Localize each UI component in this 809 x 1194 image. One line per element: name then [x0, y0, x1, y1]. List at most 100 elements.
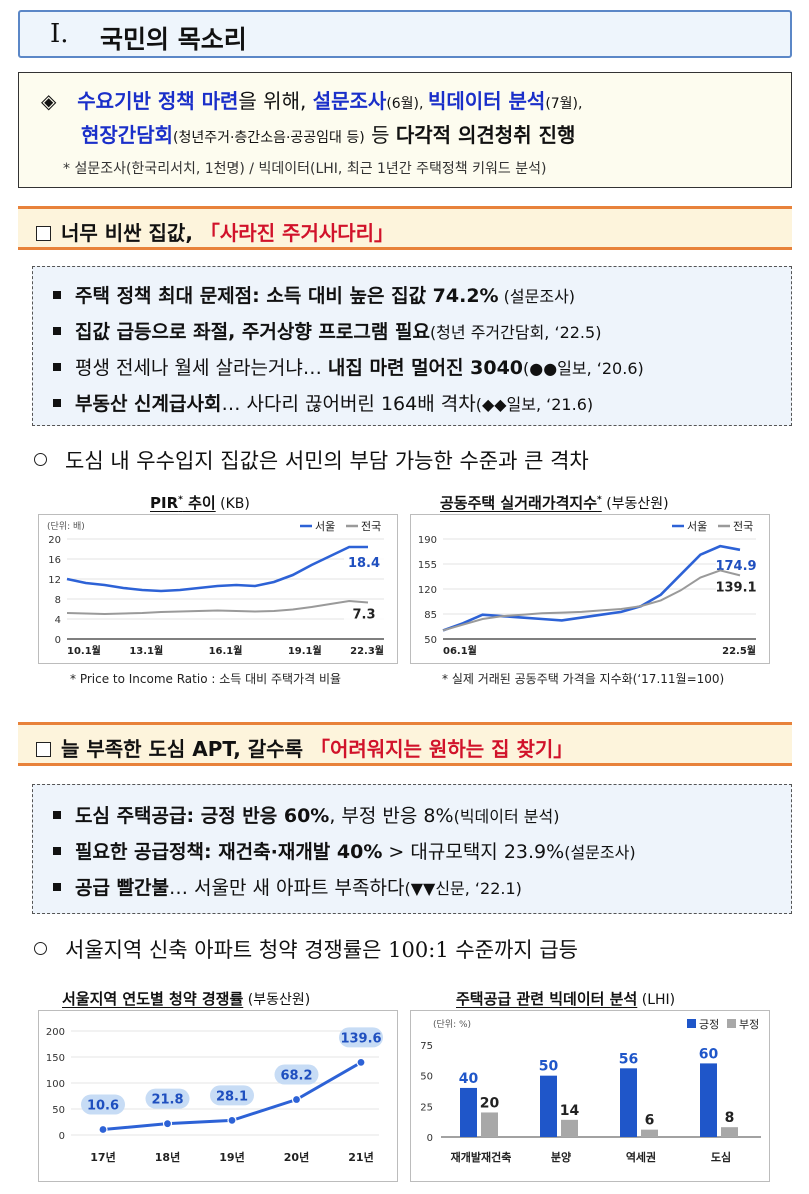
data-label-pill — [339, 1027, 383, 1048]
x-tick-label: 재개발재건축 — [451, 1150, 512, 1164]
comp-chart-title: 서울지역 연도별 청약 경쟁률 (부동산원) — [62, 990, 311, 1008]
data-label: 10.6 — [87, 1098, 119, 1113]
checkbox-square-icon — [36, 742, 51, 757]
apt-footnote: * 실제 거래된 공동주택 가격을 지수화(‘17.11월=100) — [442, 672, 725, 686]
legend-label: 전국 — [361, 520, 381, 533]
y-tick-label: 200 — [46, 1027, 65, 1038]
y-tick-label: 100 — [46, 1079, 65, 1090]
diamond-bullet: ◈ — [41, 89, 57, 113]
y-tick-label: 75 — [420, 1041, 433, 1052]
data-label: 139.6 — [340, 1031, 381, 1046]
x-tick-label: 19.1월 — [288, 645, 322, 657]
section-numeral: Ⅰ. — [50, 19, 69, 49]
data-label-pill — [210, 1085, 254, 1106]
checkbox-square-icon — [36, 226, 51, 241]
x-tick-label: 도심 — [711, 1150, 731, 1164]
square-bullet-icon — [53, 363, 61, 371]
x-tick-label: 역세권 — [626, 1150, 656, 1164]
data-label-pill — [145, 1088, 190, 1109]
y-tick-label: 150 — [46, 1053, 65, 1064]
legend-label: 긍정 — [699, 1018, 719, 1031]
summary-line-1: ◈ 수요기반 정책 마련을 위해, 설문조사(6월), 빅데이터 분석(7월), — [41, 89, 583, 113]
y-tick-label: 4 — [55, 615, 61, 626]
bar-긍정 — [700, 1063, 717, 1137]
legend-label: 서울 — [687, 520, 707, 533]
bullet-box-1: 주택 정책 최대 문제점: 소득 대비 높은 집값 74.2% (설문조사) 집… — [32, 266, 792, 426]
square-bullet-icon — [53, 399, 61, 407]
summary-box: ◈ 수요기반 정책 마련을 위해, 설문조사(6월), 빅데이터 분석(7월),… — [18, 72, 792, 188]
data-point — [98, 1124, 108, 1135]
bar-value-label: 50 — [539, 1059, 559, 1075]
end-value-label: 139.1 — [715, 580, 756, 595]
bar-긍정 — [540, 1075, 557, 1137]
data-point — [227, 1115, 237, 1125]
data-label-pill — [81, 1094, 125, 1115]
bar-value-label: 8 — [725, 1110, 735, 1126]
legend-label: 서울 — [315, 520, 335, 533]
section-title-box: Ⅰ. 국민의 목소리 — [18, 10, 792, 58]
end-label-bg — [344, 605, 384, 623]
bar-value-label: 60 — [699, 1046, 719, 1062]
y-tick-label: 85 — [424, 610, 437, 621]
y-tick-label: 8 — [55, 595, 61, 606]
bigdata-chart-frame: 0 25 50 75 (단위: %) 긍정 부정 40 20 재개발재건축 50 14 분양 56 6 역세권… — [410, 1010, 770, 1182]
bar-긍정 — [460, 1087, 477, 1137]
y-tick-label: 25 — [420, 1102, 433, 1113]
pir-chart-frame: 0 4 8 12 16 20 10.1월 13.1월 16.1월 19.1월 22.3월 (단위: 배… — [38, 514, 398, 664]
bar-부정 — [481, 1112, 498, 1137]
x-tick-label: 20년 — [284, 1150, 309, 1164]
list-item: 공급 빨간불… 서울만 새 아파트 부족하다(▼▼신문, ‘22.1) — [53, 873, 522, 900]
section-header-1: 너무 비싼 집값, 「사라진 주거사다리」 — [18, 206, 792, 250]
y-tick-label: 50 — [420, 1072, 433, 1083]
legend-swatch — [687, 1019, 696, 1028]
circle-bullet-icon — [34, 453, 47, 466]
data-label: 21.8 — [151, 1093, 183, 1108]
end-value-label: 18.4 — [348, 556, 380, 571]
x-tick-label: 22.3월 — [350, 645, 384, 657]
y-tick-label: 16 — [48, 555, 61, 566]
summary-policy: 수요기반 정책 마련 — [77, 89, 239, 113]
bar-부정 — [641, 1129, 658, 1137]
section-title: 국민의 목소리 — [100, 25, 247, 54]
series-line-전국 — [66, 599, 369, 616]
end-label-bg — [716, 556, 756, 574]
data-label: 68.2 — [280, 1069, 312, 1084]
list-item: 주택 정책 최대 문제점: 소득 대비 높은 집값 74.2% (설문조사) — [53, 281, 575, 308]
unit-label: (단위: %) — [433, 1019, 471, 1030]
square-bullet-icon — [53, 327, 61, 335]
apt-line-chart: 50 85 120 155 190 06.1월 22.5월 서울 전국 174.9 139.1 — [418, 520, 757, 657]
bigdata-chart-title: 주택공급 관련 빅데이터 분석 (LHI) — [456, 990, 676, 1008]
summary-note: * 설문조사(한국리서치, 1천명) / 빅데이터(LHI, 최근 1년간 주택… — [63, 161, 547, 177]
y-tick-label: 50 — [424, 635, 437, 646]
y-tick-label: 20 — [48, 535, 61, 546]
y-tick-label: 0 — [59, 1131, 65, 1142]
x-tick-label: 21년 — [348, 1150, 373, 1164]
data-point — [356, 1057, 366, 1068]
data-label: 28.1 — [216, 1089, 248, 1104]
x-tick-label: 10.1월 — [67, 645, 101, 657]
square-bullet-icon — [53, 291, 61, 299]
x-tick-label: 16.1월 — [209, 645, 243, 657]
legend-label: 전국 — [733, 520, 753, 533]
bullet-box-2: 도심 주택공급: 긍정 반응 60%, 부정 반응 8%(빅데이터 분석) 필요… — [32, 784, 792, 914]
apt-chart-title: 공동주택 실거래가격지수* (부동산원) — [440, 494, 669, 512]
pir-line-chart: 0 4 8 12 16 20 10.1월 13.1월 16.1월 19.1월 22.3월 (단위: 배… — [47, 520, 384, 657]
end-value-label: 174.9 — [715, 559, 756, 574]
bar-value-label: 56 — [619, 1051, 638, 1067]
y-tick-label: 0 — [427, 1133, 433, 1144]
pir-footnote: * Price to Income Ratio : 소득 대비 주택가격 비율 — [70, 672, 342, 686]
y-tick-label: 155 — [418, 560, 437, 571]
bar-value-label: 14 — [560, 1103, 580, 1119]
y-tick-label: 190 — [418, 535, 437, 546]
x-tick-label: 13.1월 — [129, 645, 163, 657]
x-tick-label: 분양 — [551, 1150, 571, 1164]
bar-부정 — [721, 1127, 738, 1137]
series-line-전국 — [442, 569, 741, 632]
pir-chart-title: PIR* 추이 (KB) — [150, 494, 250, 512]
bar-부정 — [561, 1119, 578, 1137]
square-bullet-icon — [53, 883, 61, 891]
list-item: 평생 전세나 월세 살라는거냐… 내집 마련 멀어진 3040(●●일보, ‘2… — [53, 353, 644, 380]
bar-value-label: 6 — [645, 1113, 655, 1129]
list-item: 도심 주택공급: 긍정 반응 60%, 부정 반응 8%(빅데이터 분석) — [53, 801, 559, 828]
data-point — [162, 1119, 173, 1129]
